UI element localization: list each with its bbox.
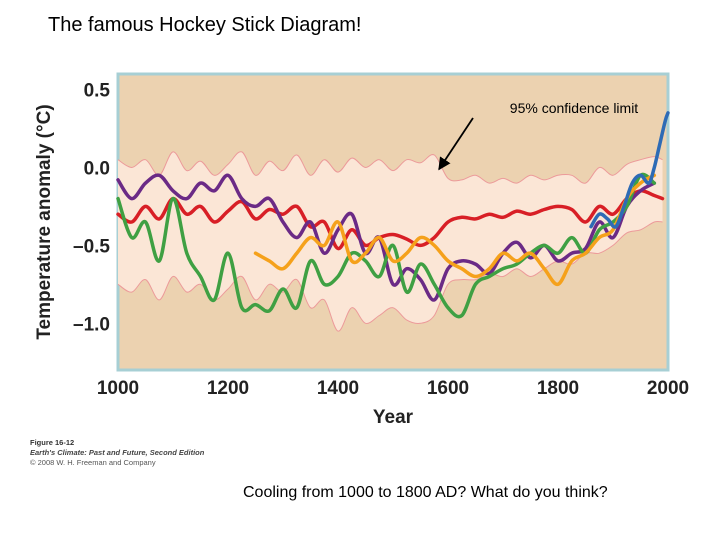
y-tick-label: –0.5: [73, 236, 110, 257]
x-tick-label: 1000: [97, 378, 139, 399]
confidence-annotation: 95% confidence limit: [510, 100, 639, 116]
slide-caption: Cooling from 1000 to 1800 AD? What do yo…: [243, 484, 608, 501]
x-tick-label: 1200: [207, 378, 249, 399]
figure-credit: Figure 16-12 Earth's Climate: Past and F…: [30, 438, 204, 468]
series-line-3: [116, 172, 657, 319]
figure-book: Earth's Climate: Past and Future, Second…: [30, 448, 205, 457]
x-axis-label: Year: [373, 407, 414, 428]
y-tick-label: –1.0: [73, 314, 110, 335]
series-layer: [116, 111, 670, 319]
figure-number: Figure 16-12: [30, 438, 75, 447]
slide-title: The famous Hockey Stick Diagram!: [48, 14, 362, 36]
confidence-upper-edge: [117, 151, 663, 184]
x-tick-label: 1600: [427, 378, 469, 399]
series-line-1: [116, 189, 665, 251]
annotation-arrow: [438, 117, 474, 171]
tick-layer: 1000 1200 1400 1600 1800 2000 0.5 0.0 –0.5 –1.0: [73, 81, 689, 399]
x-tick-label: 1800: [537, 378, 579, 399]
y-axis-label: Temperature anomaly (°C): [34, 104, 55, 339]
figure-copyright: © 2008 W. H. Freeman and Company: [30, 458, 156, 467]
y-tick-label: 0.5: [84, 81, 111, 102]
y-tick-label: 0.0: [84, 158, 110, 179]
confidence-band: [118, 151, 663, 332]
series-line-4: [253, 173, 657, 287]
x-tick-label: 1400: [317, 378, 359, 399]
series-line-5: [589, 111, 670, 229]
x-tick-label: 2000: [647, 378, 689, 399]
